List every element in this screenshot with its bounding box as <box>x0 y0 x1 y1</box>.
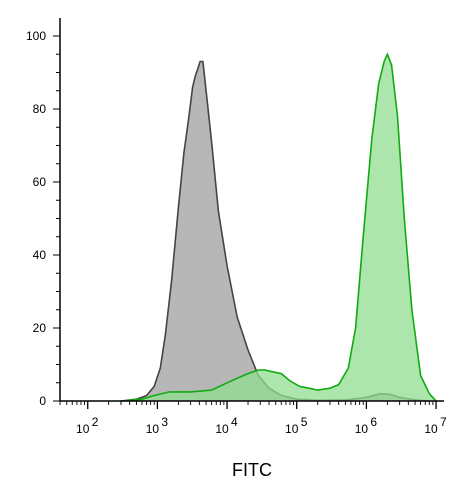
y-tick-label: 20 <box>33 321 47 335</box>
x-ticks: 10 2 10 3 10 4 10 5 10 6 10 7 <box>59 401 447 436</box>
x-tick-base: 10 <box>355 422 369 436</box>
x-axis-title: FITC <box>232 460 272 480</box>
x-tick-label: 10 2 <box>76 415 99 436</box>
x-tick-base: 10 <box>76 422 90 436</box>
x-tick-exponent: 6 <box>370 415 377 429</box>
x-tick-exponent: 5 <box>301 415 308 429</box>
x-tick-base: 10 <box>285 422 299 436</box>
series-1-area <box>121 61 430 401</box>
x-tick-exponent: 3 <box>161 415 168 429</box>
x-tick-base: 10 <box>215 422 229 436</box>
axes <box>59 18 444 402</box>
x-tick-label: 10 3 <box>146 415 169 436</box>
series-2-line <box>120 52 437 402</box>
y-tick-label: 0 <box>39 394 46 408</box>
x-tick-base: 10 <box>424 422 438 436</box>
x-tick-label: 10 5 <box>285 415 308 436</box>
y-tick-label: 40 <box>33 248 47 262</box>
plot-series <box>120 52 437 402</box>
y-tick-label: 60 <box>33 175 47 189</box>
y-tick-label: 80 <box>33 102 47 116</box>
y-tick-label: 100 <box>26 29 46 43</box>
x-tick-label: 10 6 <box>355 415 378 436</box>
x-tick-exponent: 4 <box>231 415 238 429</box>
x-tick-exponent: 2 <box>92 415 99 429</box>
x-tick-exponent: 7 <box>440 415 447 429</box>
x-tick-label: 10 4 <box>215 415 238 436</box>
x-tick-base: 10 <box>146 422 160 436</box>
y-ticks: 0 20 40 60 80 100 <box>26 29 60 408</box>
x-tick-label: 10 7 <box>424 415 447 436</box>
